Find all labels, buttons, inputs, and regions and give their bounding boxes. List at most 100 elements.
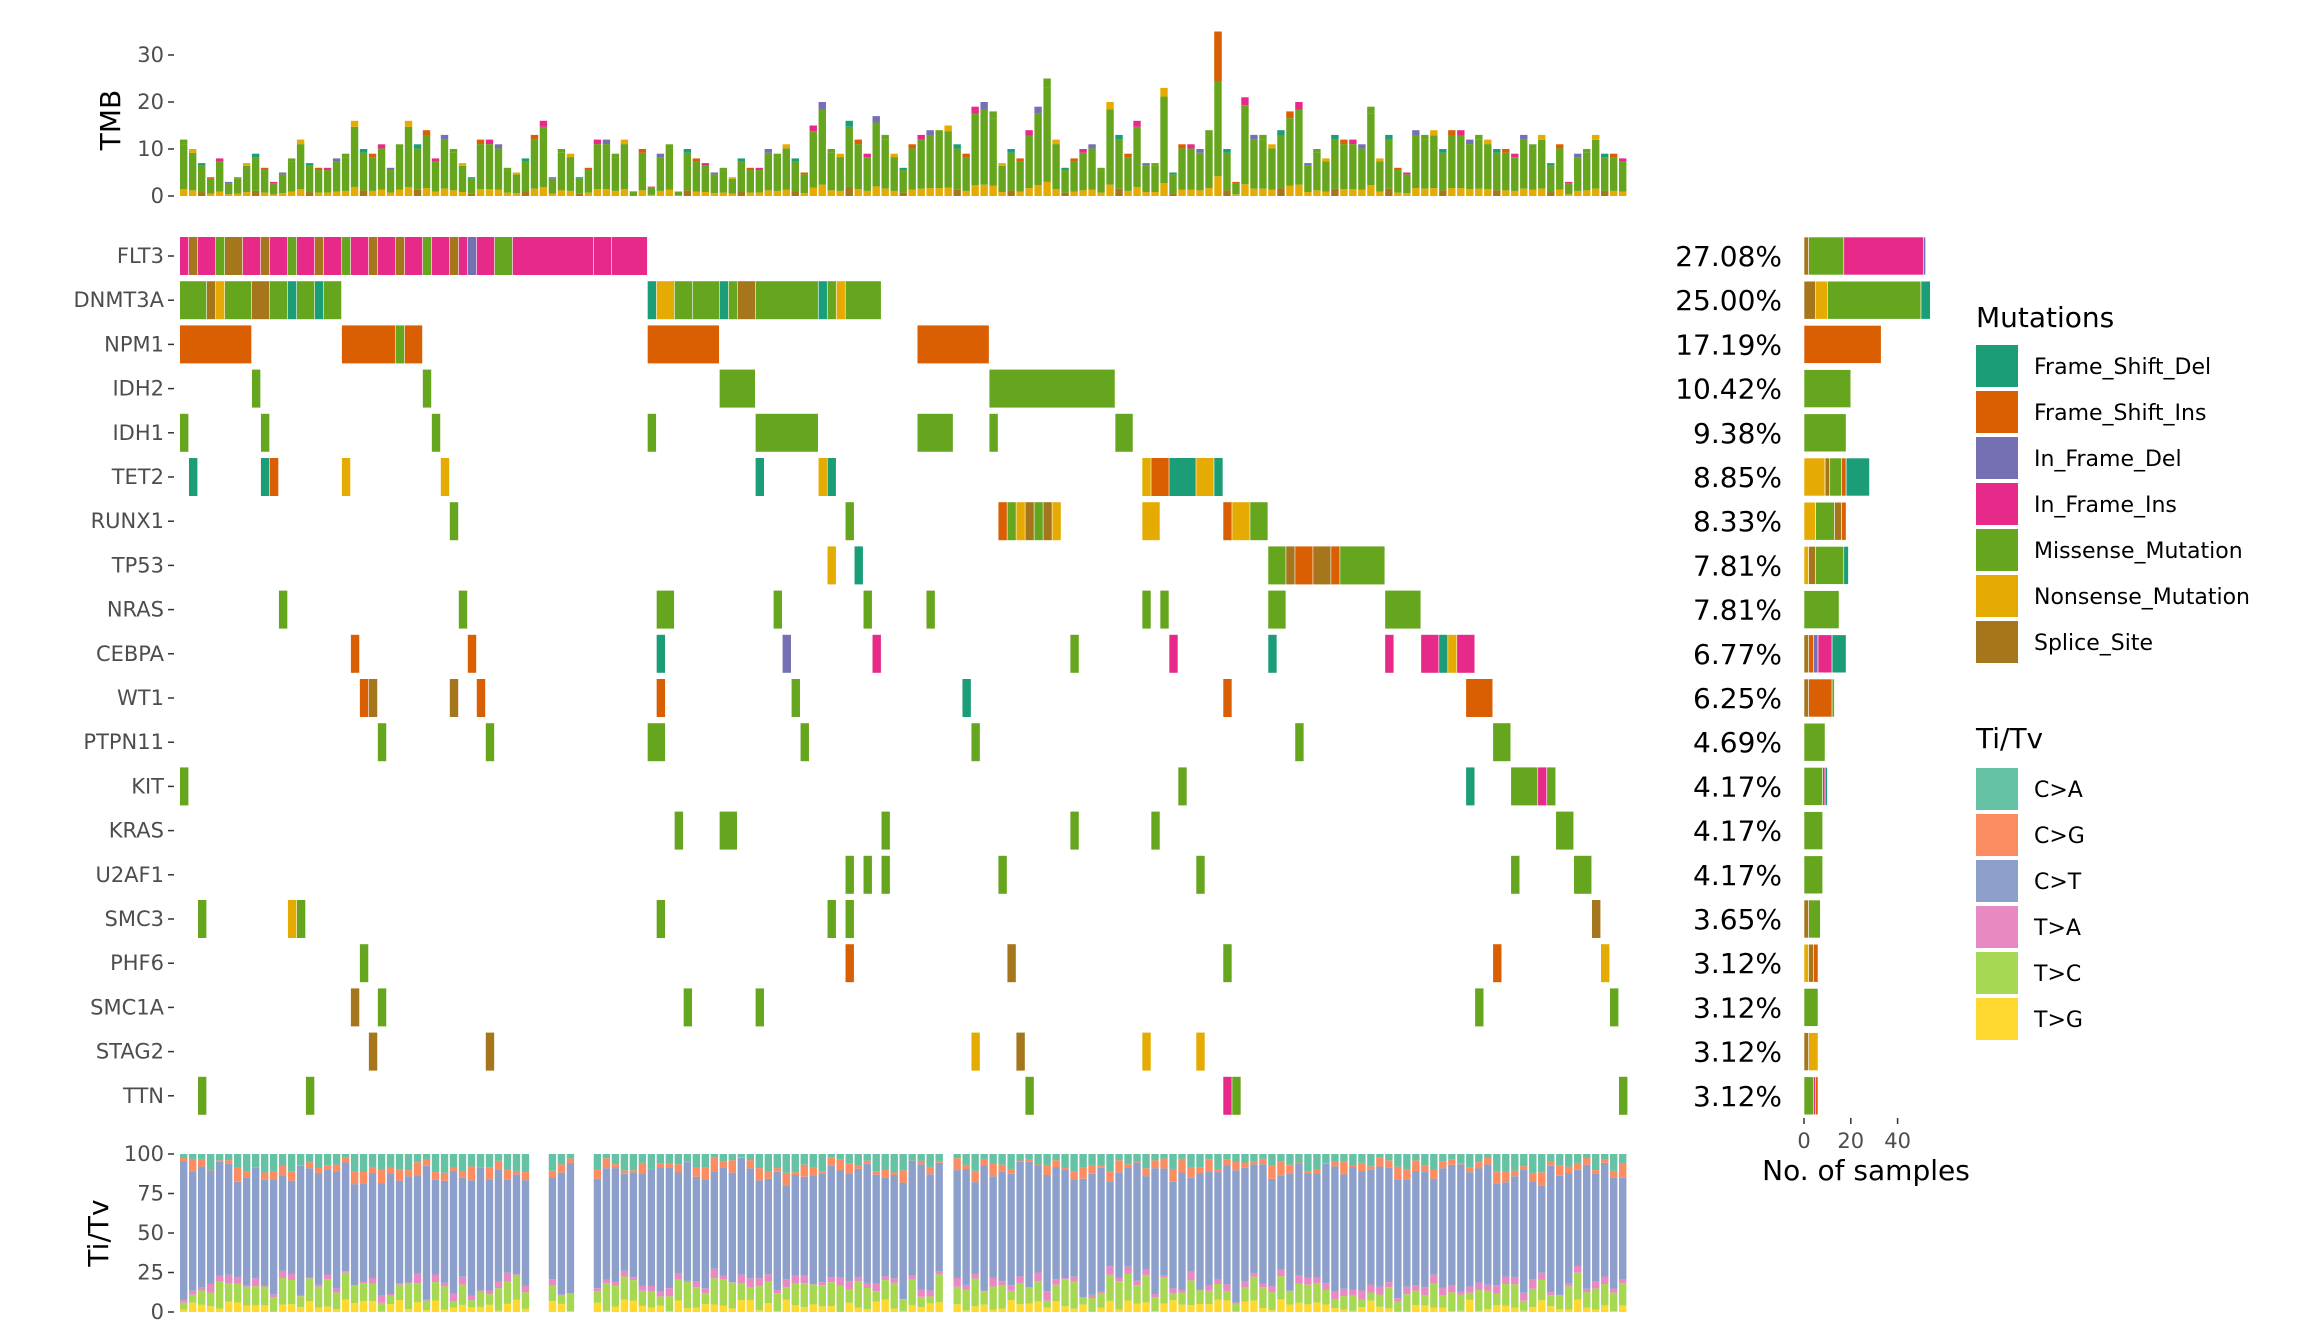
titv-bar-segment — [278, 1165, 287, 1176]
titv-bar-segment — [899, 1299, 907, 1311]
titv-bar-segment — [629, 1300, 638, 1312]
titv-bar-segment — [251, 1278, 260, 1287]
titv-bar-segment — [1484, 1157, 1492, 1165]
tmb-bar-segment — [1079, 190, 1087, 196]
gene-bar-segment — [1803, 722, 1826, 762]
tmb-bar — [1484, 144, 1492, 190]
titv-axis-title: Ti/Tv — [82, 1199, 115, 1267]
mutation-cell — [404, 325, 423, 364]
titv-bar-segment — [1538, 1185, 1546, 1273]
tmb-bar-segment — [278, 193, 287, 196]
titv-bar-segment — [989, 1163, 997, 1177]
titv-bar-segment — [1556, 1154, 1564, 1166]
mutation-cell — [755, 281, 818, 320]
titv-bar-segment — [1106, 1266, 1114, 1275]
titv-bar-segment — [242, 1285, 251, 1287]
titv-bar-segment — [1151, 1168, 1159, 1295]
titv-bar-segment — [1430, 1154, 1438, 1169]
gene-bar-segment — [1813, 1076, 1816, 1116]
titv-bar-segment — [341, 1157, 350, 1163]
titv-bar-segment — [1502, 1154, 1510, 1172]
titv-bar-segment — [548, 1301, 557, 1312]
titv-bar-segment — [296, 1306, 305, 1312]
titv-bar-segment — [413, 1162, 422, 1177]
titv-bar-segment — [1448, 1285, 1456, 1293]
titv-bar-segment — [431, 1179, 440, 1275]
titv-bar-segment — [1070, 1276, 1078, 1282]
titv-bar-segment — [1331, 1299, 1339, 1309]
titv-bar-segment — [1268, 1286, 1276, 1293]
titv-bar-segment — [620, 1170, 629, 1174]
mutation-cell — [1385, 634, 1394, 673]
tmb-bar-segment — [494, 144, 503, 149]
mutation-cell — [350, 988, 360, 1027]
mutation-cell — [1610, 988, 1619, 1027]
titv-bar-segment — [1421, 1171, 1429, 1288]
titv-bar-segment — [180, 1302, 188, 1310]
mutation-cell — [368, 1032, 378, 1071]
tmb-bar-segment — [440, 134, 449, 140]
percentage-label: 10.42% — [1675, 373, 1782, 406]
tmb-bar — [431, 161, 440, 192]
tmb-bar — [872, 122, 880, 187]
tmb-bar-segment — [854, 139, 862, 145]
titv-bar-segment — [782, 1185, 790, 1280]
legend-label: T>C — [2033, 962, 2081, 987]
tmb-bar-segment — [800, 172, 808, 175]
titv-bar-segment — [611, 1154, 620, 1165]
titv-bar-segment — [440, 1309, 449, 1312]
titv-bar-segment — [764, 1154, 772, 1172]
mutation-cell — [359, 944, 369, 983]
mutation-cell — [1178, 767, 1187, 806]
titv-bar-segment — [674, 1172, 683, 1274]
titv-bar-segment — [854, 1277, 862, 1282]
gene-bar-segment — [1831, 678, 1835, 718]
percentage-label: 27.08% — [1675, 240, 1782, 273]
tmb-bar-segment — [674, 195, 683, 196]
titv-bar-segment — [1295, 1154, 1303, 1163]
mutation-cell — [1070, 811, 1079, 850]
tmb-bar-segment — [521, 191, 530, 196]
gene-bar-segment — [1808, 899, 1821, 939]
titv-bar-segment — [548, 1177, 557, 1280]
titv-bar-segment — [458, 1177, 467, 1277]
titv-bar-segment — [458, 1284, 467, 1305]
tmb-bar — [1583, 152, 1591, 191]
titv-bar-segment — [1151, 1297, 1159, 1312]
titv-bar-segment — [1529, 1181, 1537, 1280]
titv-bar-segment — [971, 1154, 979, 1171]
tmb-bar-segment — [917, 134, 925, 140]
titv-bar-segment — [656, 1291, 665, 1297]
mutation-cell — [494, 237, 513, 275]
titv-bar-segment — [971, 1274, 979, 1279]
tmb-bar-segment — [1106, 184, 1114, 196]
tmb-bar-segment — [566, 153, 575, 158]
tmb-bar-segment — [1511, 190, 1519, 196]
mutation-cell — [917, 325, 989, 364]
tmb-bar-segment — [395, 189, 404, 196]
mutation-cell — [863, 590, 872, 629]
titv-bar-segment — [386, 1166, 395, 1174]
titv-bar-segment — [1412, 1285, 1420, 1291]
mutation-cell — [440, 458, 450, 496]
legend-label: In_Frame_Del — [2034, 447, 2182, 472]
titv-bar-segment — [1232, 1170, 1240, 1303]
gene-label-cebpa: CEBPA — [96, 642, 165, 666]
titv-bar-segment — [1250, 1164, 1258, 1274]
percentage-label: 3.12% — [1693, 991, 1782, 1024]
titv-bar-segment — [260, 1285, 269, 1287]
titv-bar-segment — [1493, 1154, 1501, 1172]
mutation-cell — [476, 679, 486, 717]
tmb-bar-segment — [1115, 134, 1123, 140]
tmb-bar — [494, 148, 503, 190]
mutation-cell — [188, 237, 198, 275]
tmb-bar-segment — [1016, 158, 1024, 162]
gene-bar-segment — [1841, 457, 1847, 497]
mutation-cell — [180, 325, 252, 364]
titv-bar-segment — [323, 1274, 332, 1280]
titv-bar-segment — [881, 1177, 889, 1277]
mutation-matrix — [180, 237, 1628, 1115]
mutation-cell — [1169, 458, 1196, 496]
mutation-cell — [341, 458, 351, 496]
